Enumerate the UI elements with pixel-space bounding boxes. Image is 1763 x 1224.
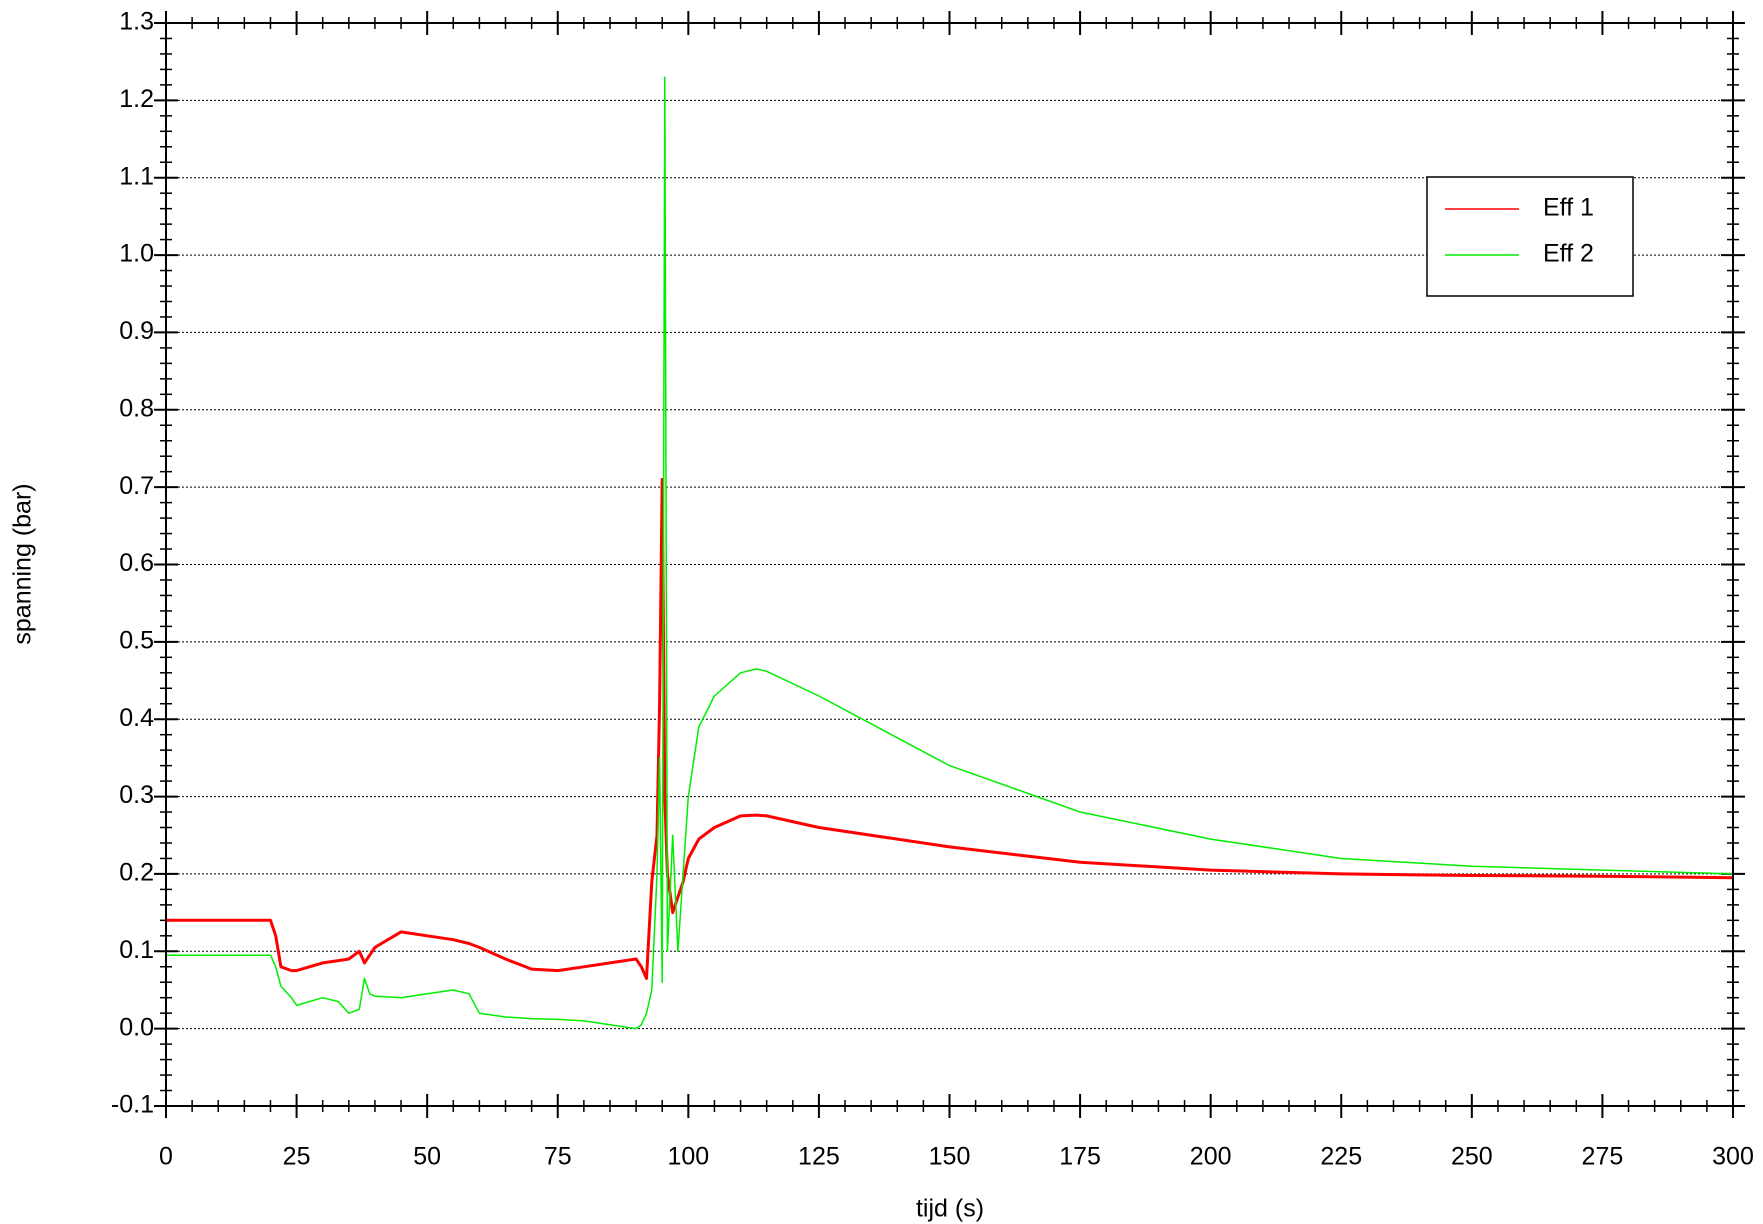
y-tick-label: -0.1 xyxy=(111,1091,154,1119)
y-tick-label: 0.7 xyxy=(119,472,154,500)
x-tick-label: 250 xyxy=(1451,1143,1493,1171)
x-axis-title: tijd (s) xyxy=(916,1195,984,1223)
y-tick-label: 0.5 xyxy=(119,626,154,654)
y-tick-label: 1.0 xyxy=(119,240,154,268)
y-tick-label: 0.3 xyxy=(119,781,154,809)
x-tick-label: 125 xyxy=(798,1143,840,1171)
x-tick-label: 200 xyxy=(1190,1143,1232,1171)
x-tick-label: 175 xyxy=(1059,1143,1101,1171)
x-tick-label: 300 xyxy=(1712,1143,1754,1171)
y-tick-label: 0.8 xyxy=(119,394,154,422)
x-tick-label: 50 xyxy=(413,1143,441,1171)
y-tick-label: 1.3 xyxy=(119,8,154,36)
plot-frame xyxy=(165,22,1734,1107)
x-tick-label: 75 xyxy=(544,1143,572,1171)
y-tick-label: 0.0 xyxy=(119,1013,154,1041)
x-tick-label: 0 xyxy=(159,1143,173,1171)
y-tick-label: 1.2 xyxy=(119,85,154,113)
x-tick-label: 225 xyxy=(1320,1143,1362,1171)
legend-label: Eff 1 xyxy=(1543,194,1594,222)
data-line xyxy=(166,76,1734,1030)
y-tick-label: 1.1 xyxy=(119,162,154,190)
y-tick-label: 0.9 xyxy=(119,317,154,345)
legend-label: Eff 2 xyxy=(1543,240,1594,268)
y-tick-label: 0.1 xyxy=(119,936,154,964)
x-tick-label: 275 xyxy=(1582,1143,1624,1171)
y-axis-title: spanning (bar) xyxy=(9,483,37,644)
x-tick-label: 150 xyxy=(929,1143,971,1171)
x-tick-label: 25 xyxy=(283,1143,311,1171)
y-tick-label: 0.2 xyxy=(119,859,154,887)
y-tick-label: 0.4 xyxy=(119,704,154,732)
x-tick-label: 100 xyxy=(667,1143,709,1171)
y-tick-label: 0.6 xyxy=(119,549,154,577)
legend-box xyxy=(1426,176,1634,297)
data-line xyxy=(166,477,1734,980)
